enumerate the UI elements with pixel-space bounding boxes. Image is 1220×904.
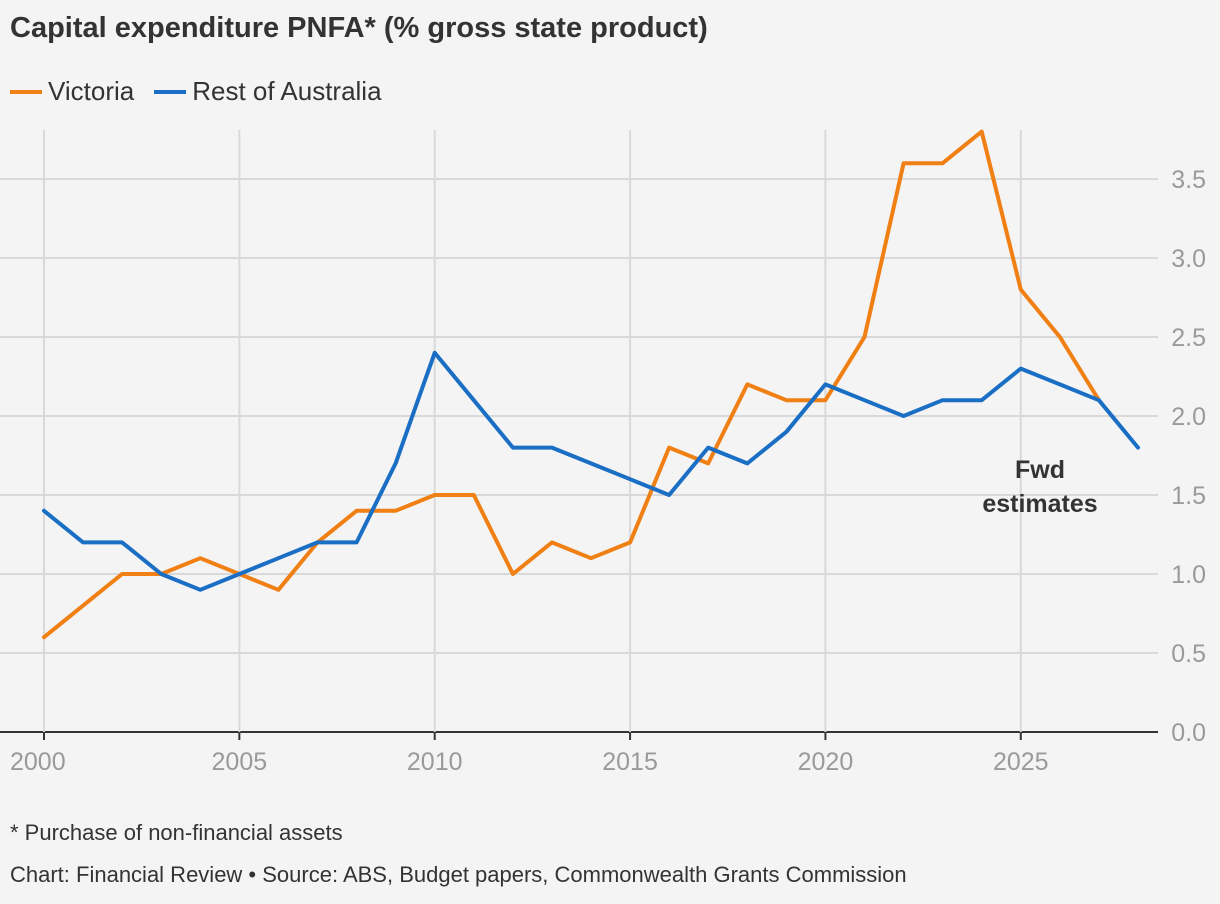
y-tick-label: 1.0 (1171, 561, 1206, 589)
y-tick-label: 0.5 (1171, 640, 1206, 668)
y-tick-label: 3.0 (1171, 245, 1206, 273)
x-tick-label: 2020 (798, 748, 854, 776)
x-tick-label: 2005 (212, 748, 268, 776)
y-tick-label: 2.5 (1171, 324, 1206, 352)
x-tick-label: 2010 (407, 748, 463, 776)
legend-label-victoria: Victoria (48, 76, 135, 106)
footnote: * Purchase of non-financial assets (10, 820, 343, 845)
y-tick-label: 3.5 (1171, 166, 1206, 194)
y-tick-label: 1.5 (1171, 482, 1206, 510)
legend-item-victoria: Victoria (10, 76, 134, 107)
y-tick-label: 0.0 (1171, 719, 1206, 747)
annotation-line: estimates (982, 490, 1097, 518)
legend-label-rest-of-australia: Rest of Australia (192, 76, 382, 106)
legend-swatch-victoria (10, 89, 42, 94)
legend-item-rest-of-australia: Rest of Australia (154, 76, 382, 107)
x-tick-label: 2025 (993, 748, 1049, 776)
source-credit: Chart: Financial Review • Source: ABS, B… (10, 862, 907, 887)
chart-title: Capital expenditure PNFA* (% gross state… (10, 12, 708, 44)
gridlines (0, 130, 1158, 740)
series-line-rest-of-australia (42, 350, 1140, 592)
legend-swatch-rest-of-australia (154, 89, 187, 94)
x-tick-label: 2015 (602, 748, 658, 776)
series-line-victoria (42, 129, 1101, 640)
legend: Victoria Rest of Australia (10, 76, 402, 107)
forward-estimates-annotation: Fwd estimates (982, 456, 1097, 518)
annotation-line: Fwd (1015, 456, 1065, 484)
x-tick-label: 2000 (10, 748, 66, 776)
y-tick-label: 2.0 (1171, 403, 1206, 431)
